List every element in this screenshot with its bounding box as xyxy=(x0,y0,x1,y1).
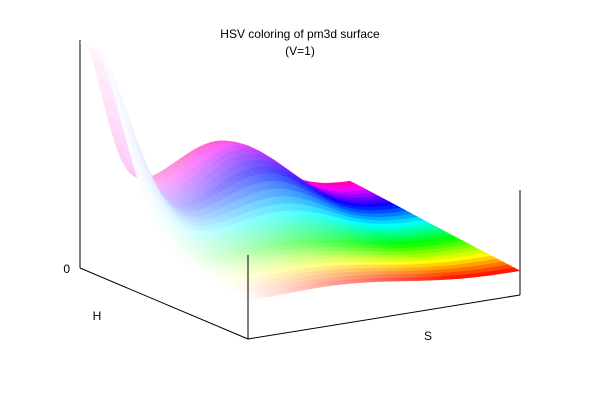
x-axis-label: H xyxy=(93,309,102,323)
surface-facet xyxy=(79,42,91,47)
box-edge-front-bottom xyxy=(247,294,521,340)
chart-subtitle: (V=1) xyxy=(285,44,315,58)
z-tick-label-0: 0 xyxy=(63,262,70,276)
box-edge-left-front xyxy=(79,267,249,340)
chart-title: HSV coloring of pm3d surface xyxy=(220,27,380,41)
y-axis-label: S xyxy=(424,329,432,343)
surface-facet xyxy=(241,296,254,301)
pm3d-surface xyxy=(79,42,521,301)
